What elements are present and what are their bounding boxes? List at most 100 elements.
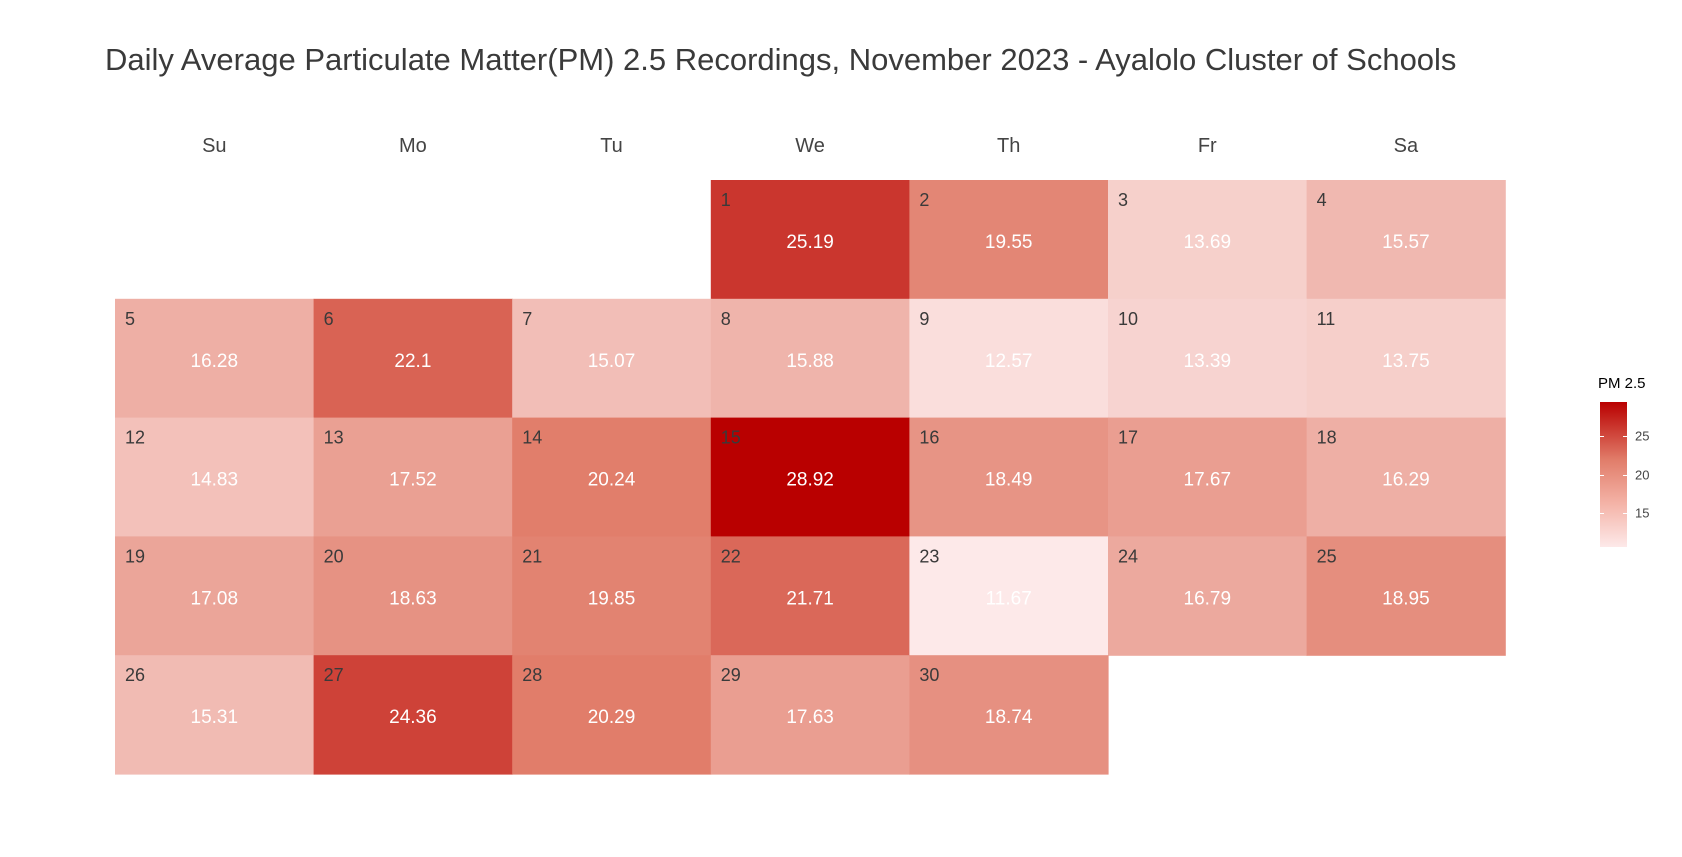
day-cell: 25 18.95	[1306, 536, 1506, 656]
pm-value-label: 15.07	[588, 351, 636, 372]
day-number: 24	[1118, 546, 1138, 566]
pm-value-label: 19.85	[588, 588, 636, 609]
day-cell: 19 17.08	[115, 536, 315, 656]
pm-value-label: 19.55	[985, 232, 1033, 253]
day-number: 27	[324, 665, 344, 685]
day-cell-tile	[909, 655, 1109, 775]
day-cell-tile	[512, 298, 712, 419]
day-number: 2	[919, 190, 929, 210]
day-cell-tile	[512, 655, 712, 775]
day-cell-tile	[909, 298, 1109, 419]
day-cell: 912.57	[909, 298, 1109, 419]
day-cell: 125.19	[710, 180, 910, 300]
day-cell: 14 20.24	[512, 417, 712, 537]
day-cell: 219.55	[909, 180, 1109, 300]
pm-value-label: 25.19	[786, 232, 834, 253]
day-number: 30	[919, 665, 939, 685]
day-number: 4	[1317, 190, 1327, 210]
day-cell-tile	[909, 180, 1109, 300]
weekday-label: Tu	[600, 135, 623, 157]
day-cell: 16 18.49	[909, 417, 1109, 537]
day-cell-tile	[512, 536, 712, 656]
day-cell-tile	[313, 655, 513, 775]
day-cell: 313.69	[1108, 180, 1308, 300]
day-number: 21	[522, 546, 542, 566]
legend-tick-label: 20	[1635, 467, 1650, 482]
day-cell: 28 20.29	[512, 655, 712, 775]
day-cell: 27 24.36	[313, 655, 513, 775]
day-number: 17	[1118, 428, 1138, 448]
day-number: 12	[125, 428, 145, 448]
day-cell: 15 28.92	[710, 417, 910, 537]
day-cells: 125.19219.55313.69415.57516.28622.1715.0…	[115, 180, 1506, 775]
pm-value-label: 16.29	[1382, 470, 1430, 491]
weekday-label: Th	[997, 135, 1020, 157]
weekday-label: Mo	[399, 135, 427, 157]
pm-value-label: 18.49	[985, 470, 1033, 491]
day-number: 23	[919, 546, 939, 566]
pm-value-label: 22.1	[394, 351, 431, 372]
day-cell-tile	[512, 417, 712, 537]
day-cell-tile	[313, 298, 513, 419]
day-cell: 20 18.63	[313, 536, 513, 656]
day-cell-tile	[1306, 417, 1506, 537]
day-number: 5	[125, 309, 135, 329]
day-cell: 21 19.85	[512, 536, 712, 656]
pm-value-label: 15.31	[191, 707, 239, 728]
day-number: 20	[324, 546, 344, 566]
day-number: 7	[522, 309, 532, 329]
day-cell-tile	[115, 417, 315, 537]
day-number: 29	[721, 665, 741, 685]
weekday-headers: Su Mo Tu We Th Fr Sa	[202, 135, 1419, 157]
pm-value-label: 16.28	[191, 351, 239, 372]
day-cell-tile	[1108, 298, 1308, 419]
chart-title: Daily Average Particulate Matter(PM) 2.5…	[105, 42, 1457, 77]
day-cell: 24 16.79	[1108, 536, 1308, 656]
day-cell-tile	[909, 536, 1109, 656]
day-cell-tile	[1108, 180, 1308, 300]
day-cell: 23 11.67	[909, 536, 1109, 656]
day-number: 6	[324, 309, 334, 329]
day-cell: 415.57	[1306, 180, 1506, 300]
pm-value-label: 18.95	[1382, 588, 1430, 609]
day-cell-tile	[710, 536, 910, 656]
day-number: 9	[919, 309, 929, 329]
pm-value-label: 21.71	[786, 588, 834, 609]
pm-value-label: 24.36	[389, 707, 437, 728]
day-cell-tile	[115, 655, 315, 775]
day-cell-tile	[1306, 536, 1506, 656]
day-cell: 10 13.39	[1108, 298, 1308, 419]
day-cell: 22 21.71	[710, 536, 910, 656]
legend-tick-label: 15	[1635, 505, 1650, 521]
pm-value-label: 12.57	[985, 351, 1033, 372]
day-cell: 18 16.29	[1306, 417, 1506, 537]
day-cell-tile	[710, 655, 910, 775]
day-number: 25	[1317, 546, 1337, 566]
day-number: 15	[721, 428, 741, 448]
day-number: 19	[125, 546, 145, 566]
pm-value-label: 13.69	[1184, 232, 1232, 253]
day-cell: 30 18.74	[909, 655, 1109, 775]
day-cell-tile	[1108, 417, 1308, 537]
pm-value-label: 14.83	[191, 470, 239, 491]
weekday-label: Sa	[1394, 135, 1419, 157]
day-number: 26	[125, 665, 145, 685]
day-cell-tile	[1108, 536, 1308, 656]
legend-title: PM 2.5	[1598, 375, 1646, 392]
pm-value-label: 18.74	[985, 707, 1033, 728]
day-cell-tile	[1306, 180, 1506, 300]
day-cell-tile	[115, 536, 315, 656]
day-cell-tile	[710, 180, 910, 300]
day-number: 11	[1317, 309, 1336, 329]
pm-value-label: 18.63	[389, 588, 437, 609]
day-cell: 11 13.75	[1306, 298, 1506, 419]
day-number: 13	[324, 428, 344, 448]
day-number: 14	[522, 428, 542, 448]
pm-value-label: 13.75	[1382, 351, 1430, 372]
weekday-label: We	[795, 135, 825, 157]
day-number: 10	[1118, 309, 1138, 329]
day-cell: 17 17.67	[1108, 417, 1308, 537]
day-cell-tile	[115, 298, 315, 419]
day-cell: 12 14.83	[115, 417, 315, 537]
pm-value-label: 11.67	[986, 588, 1032, 609]
